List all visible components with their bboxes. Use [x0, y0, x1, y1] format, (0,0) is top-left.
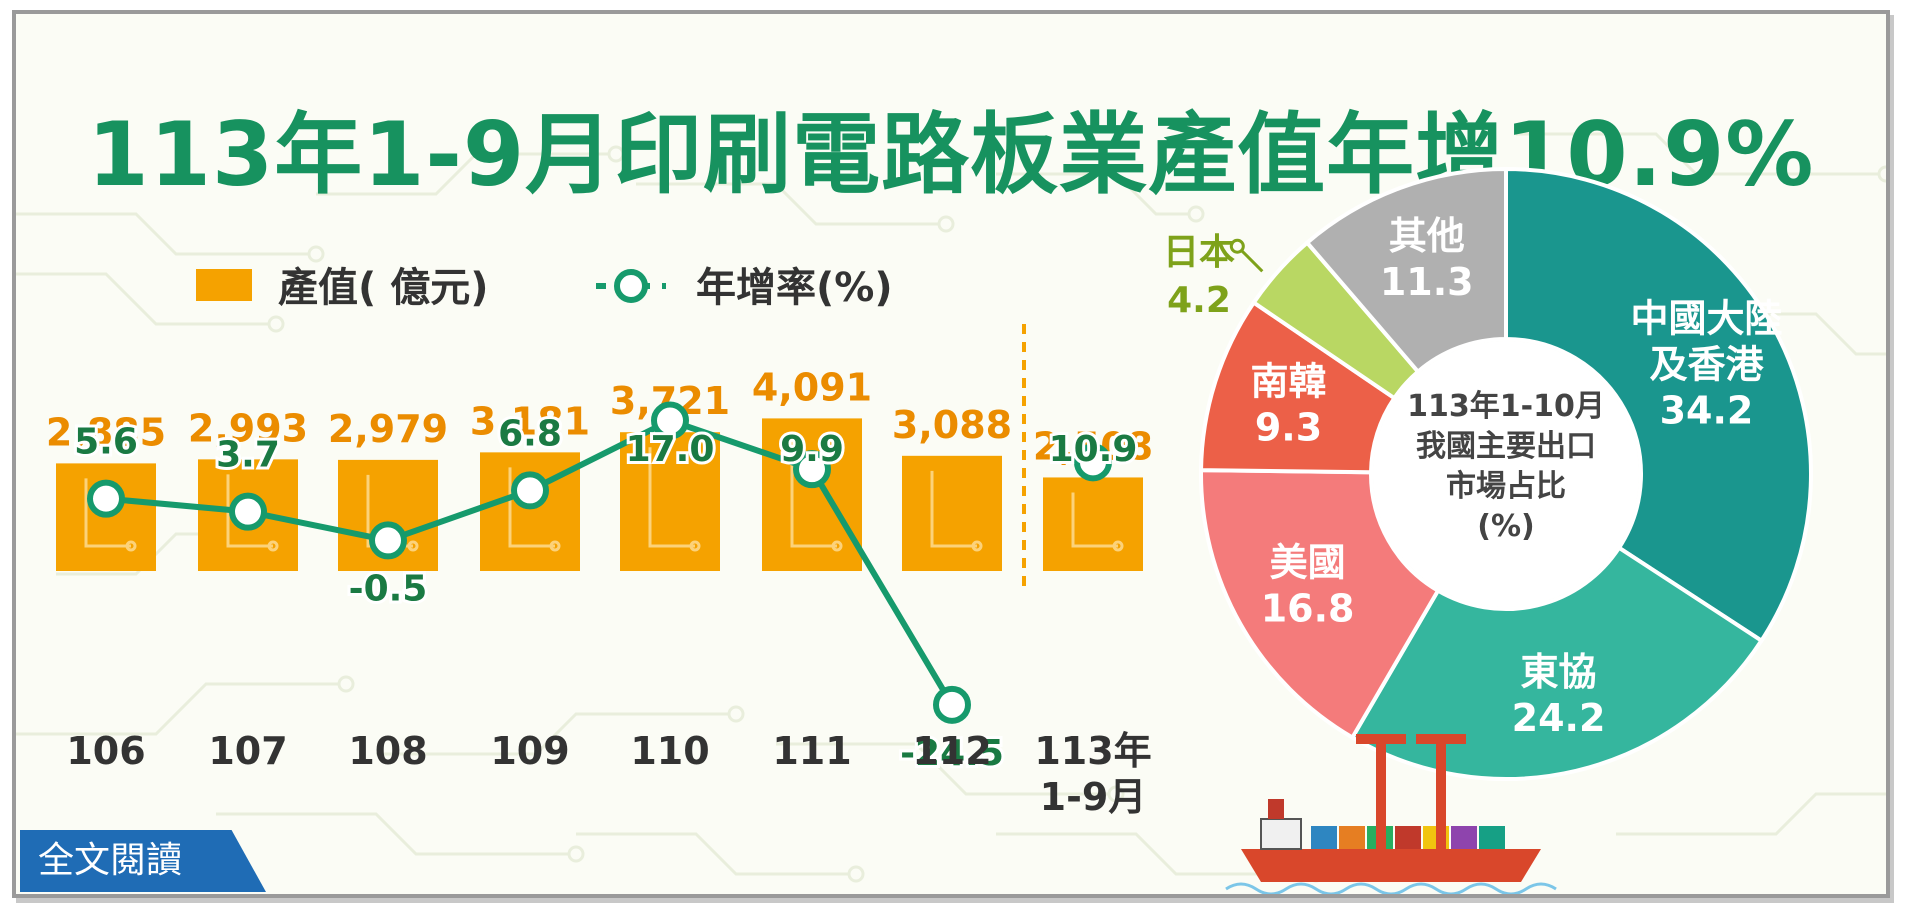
crane-arm	[1356, 734, 1406, 744]
bar-circuit-pattern	[508, 467, 561, 552]
legend-line-marker	[614, 269, 648, 303]
bar-value-label: 2,993	[188, 406, 308, 450]
donut-center-label: 市場占比	[1446, 469, 1566, 504]
crane-tower	[1436, 734, 1446, 849]
slice-value-label: 11.3	[1380, 260, 1474, 304]
crane-arm	[1416, 734, 1466, 744]
slice-label: 日本	[1163, 232, 1235, 273]
bar	[902, 455, 1002, 571]
cargo-container	[1339, 826, 1365, 849]
x-tick-label: 107	[208, 729, 287, 773]
slice-value-label: 4.2	[1167, 280, 1231, 321]
bar-circuit-pattern	[930, 470, 983, 552]
bar-value-label: 3,088	[892, 403, 1012, 447]
cargo-container	[1479, 826, 1505, 849]
cargo-container	[1395, 826, 1421, 849]
slice-label: 東協	[1521, 650, 1597, 694]
donut-center-label: (%)	[1477, 509, 1534, 544]
slice-value-label: 9.3	[1255, 406, 1322, 450]
bar-circuit-pattern	[1071, 492, 1124, 552]
x-tick-label: 113年	[1034, 729, 1151, 773]
slice-label: 其他	[1389, 214, 1465, 258]
x-tick-label: 112	[912, 729, 991, 773]
bar	[1043, 477, 1143, 571]
x-tick-label: 108	[348, 729, 427, 773]
x-tick-label: 110	[630, 729, 709, 773]
donut-center-label: 113年1-10月	[1407, 389, 1605, 424]
bar-value-label: 2,979	[328, 407, 448, 451]
growth-rate-point	[229, 492, 267, 531]
bar-value-label: 4,091	[752, 365, 872, 409]
x-tick-label: 109	[490, 729, 569, 773]
cargo-ship-illustration	[1225, 734, 1557, 894]
slice-leader-line	[1241, 250, 1264, 273]
slice-label: 南韓	[1250, 360, 1326, 404]
bar-value-label: 2,885	[46, 410, 166, 454]
slice-value-label: 34.2	[1660, 388, 1754, 432]
growth-rate-point	[651, 401, 689, 440]
cargo-container	[1451, 826, 1477, 849]
x-tick-label: 111	[772, 729, 851, 773]
slice-label: 及香港	[1649, 342, 1764, 386]
legend-bar-swatch	[196, 269, 252, 301]
growth-rate-label: -24.5	[900, 733, 1004, 774]
ship-funnel	[1268, 799, 1284, 819]
growth-rate-point	[1074, 443, 1112, 482]
bar-circuit-pattern	[648, 447, 701, 552]
slice-label: 美國	[1270, 540, 1346, 584]
donut-slice	[1349, 544, 1765, 781]
production-combo-chart: 產值( 億元) 年增率(%)2,885 2,993 2,979 3,181 3,721 4,…	[46, 265, 1153, 819]
water-waves	[1225, 882, 1557, 894]
donut-slice	[1199, 468, 1441, 741]
crane-tower	[1376, 734, 1386, 849]
infographic-frame: 113年1-9月印刷電路板業產值年增10.9% 產值( 億元) 年增率(%) 2,8…	[12, 10, 1890, 898]
growth-rate-point	[511, 471, 549, 510]
bar-circuit-pattern	[226, 474, 279, 552]
x-tick-label: 1-9月	[1040, 775, 1147, 819]
growth-rate-point	[933, 685, 971, 724]
growth-rate-label: -0.5	[349, 568, 428, 609]
ship-bridge	[1260, 818, 1302, 850]
read-full-text-button[interactable]: 全文閱讀	[20, 830, 266, 892]
slice-leader-dot	[1229, 238, 1245, 254]
donut-slice	[1304, 166, 1508, 375]
growth-rate-point	[87, 479, 125, 518]
legend-line-label: 年增率(%)	[696, 265, 893, 311]
donut-slice	[1504, 166, 1813, 644]
bar-value-label: 3,181	[470, 399, 590, 443]
donut-center	[1373, 341, 1639, 607]
growth-rate-point	[369, 521, 407, 560]
bar	[620, 432, 720, 571]
donut-center-label: 我國主要出口	[1416, 429, 1596, 464]
cargo-container	[1311, 826, 1337, 849]
ship-hull	[1241, 849, 1541, 882]
growth-rate-label: 6.8	[498, 413, 562, 454]
growth-rate-label: 5.6	[74, 422, 138, 463]
growth-rate-label: 10.9	[1049, 429, 1138, 470]
growth-rate-label: 17.0	[626, 429, 715, 470]
slice-value-label: 24.2	[1512, 696, 1606, 740]
x-tick-label: 106	[66, 729, 145, 773]
slice-label: 中國大陸	[1630, 296, 1782, 340]
growth-rate-label: 3.7	[216, 435, 280, 476]
growth-rate-label: 9.9	[780, 429, 844, 470]
growth-rate-point	[793, 450, 831, 489]
bar-circuit-pattern	[790, 433, 843, 552]
slice-value-label: 16.8	[1261, 586, 1355, 630]
legend-bar-label: 產值( 億元)	[278, 265, 489, 311]
bar-circuit-pattern	[84, 478, 137, 552]
